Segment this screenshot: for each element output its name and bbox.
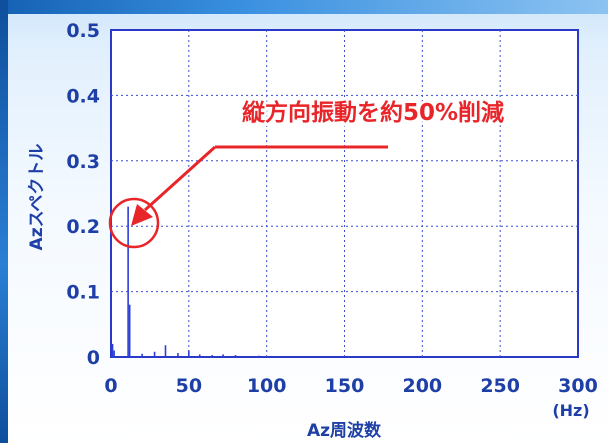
x-tick-label-1: 50 (176, 375, 202, 397)
x-tick-label-4: 200 (402, 375, 442, 397)
x-tick-label-3: 150 (325, 375, 365, 397)
x-tick-labels: 0 50 100 150 200 250 300 (104, 375, 597, 397)
plot-area (110, 29, 579, 358)
x-tick-label-2: 100 (247, 375, 287, 397)
y-tick-label-3: 0.3 (66, 151, 100, 173)
x-tick-label-6: 300 (558, 375, 598, 397)
y-tick-labels: 0 0.1 0.2 0.3 0.4 0.5 (66, 20, 100, 369)
y-axis-label: Azスペクトル (27, 144, 47, 251)
y-tick-label-2: 0.2 (66, 216, 100, 238)
annotation-text: 縦方向振動を約50%削減 (242, 99, 504, 126)
series-layer (111, 206, 260, 357)
x-tick-label-5: 250 (480, 375, 520, 397)
y-tick-label-4: 0.4 (66, 85, 100, 107)
annotation: 縦方向振動を約50%削減 (108, 97, 507, 249)
title-bar-strip (0, 0, 608, 14)
y-tick-label-0: 0 (87, 347, 100, 369)
y-tick-label-1: 0.1 (66, 282, 100, 304)
annotation-arrow-shaft (143, 145, 217, 212)
annotation-arrowhead (131, 204, 153, 226)
left-border-strip (0, 0, 8, 443)
x-axis-unit: (Hz) (552, 401, 589, 420)
x-tick-label-0: 0 (104, 375, 117, 397)
y-tick-label-5: 0.5 (66, 20, 100, 42)
annotation-circle (108, 197, 160, 249)
x-axis-label: Az周波数 (307, 420, 382, 441)
